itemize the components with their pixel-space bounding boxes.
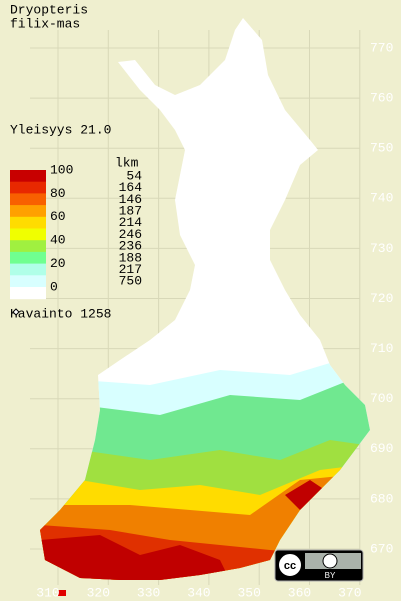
legend-count: 146 xyxy=(119,192,142,207)
observation-icon xyxy=(12,308,20,316)
frequency: Yleisyys 21.0 xyxy=(10,122,111,137)
north-label: 680 xyxy=(370,491,393,506)
north-label: 700 xyxy=(370,391,393,406)
legend-scale: 100 xyxy=(50,162,73,177)
count-header: lkm xyxy=(115,155,139,170)
east-label: 320 xyxy=(87,585,110,600)
cc-text: cc xyxy=(284,560,296,572)
legend-swatch xyxy=(10,251,46,265)
title-line: Dryopteris xyxy=(10,2,88,17)
legend-swatch xyxy=(10,240,46,253)
north-label: 740 xyxy=(370,191,393,206)
legend-swatch xyxy=(10,170,46,183)
by-text: BY xyxy=(325,571,336,580)
legend-scale: 0 xyxy=(50,279,58,294)
legend-scale: 60 xyxy=(50,209,66,224)
legend-count: 217 xyxy=(119,262,142,277)
cc-badge: cc BY xyxy=(274,549,364,582)
legend-swatch xyxy=(10,193,46,206)
legend-count: 246 xyxy=(119,227,142,242)
legend-swatch xyxy=(10,228,46,241)
legend-swatch xyxy=(10,181,46,194)
zone-darkred xyxy=(40,535,240,580)
north-label: 750 xyxy=(370,141,393,156)
by-icon xyxy=(322,553,338,569)
legend-count: 187 xyxy=(119,204,142,219)
legend-swatch xyxy=(10,205,46,218)
east-label: 330 xyxy=(137,585,160,600)
legend-count: 54 xyxy=(126,168,142,183)
east-label: 350 xyxy=(237,585,260,600)
title-line: filix-mas xyxy=(10,16,80,31)
legend-scale: 20 xyxy=(50,256,66,271)
north-label: 670 xyxy=(370,541,393,556)
zone-darkred-east xyxy=(285,480,325,510)
east-label: 360 xyxy=(288,585,311,600)
legend-count: 236 xyxy=(119,239,142,254)
cc-circle xyxy=(277,552,303,578)
legend-swatch xyxy=(10,287,46,300)
legend-count: 164 xyxy=(119,180,143,195)
north-label: 690 xyxy=(370,441,393,456)
legend-count: 188 xyxy=(119,250,142,265)
north-label: 730 xyxy=(370,241,393,256)
marker xyxy=(58,590,66,596)
legend-swatch xyxy=(10,275,46,288)
north-label: 720 xyxy=(370,291,393,306)
legend-swatch xyxy=(10,263,46,276)
north-label: 770 xyxy=(370,40,393,55)
east-label: 340 xyxy=(187,585,210,600)
observations: Havainto 1258 xyxy=(10,306,111,321)
east-label: 370 xyxy=(338,585,361,600)
east-label: 310 xyxy=(36,585,59,600)
legend-scale: 40 xyxy=(50,233,66,248)
legend: 100 80 60 40 20 0 5416414618721424623618821775… xyxy=(10,162,143,316)
north-label: 760 xyxy=(370,91,393,106)
legend-swatch xyxy=(10,216,46,229)
legend-count: 750 xyxy=(119,274,142,289)
north-label: 710 xyxy=(370,341,393,356)
legend-scale: 80 xyxy=(50,186,66,201)
legend-count: 214 xyxy=(119,215,143,230)
